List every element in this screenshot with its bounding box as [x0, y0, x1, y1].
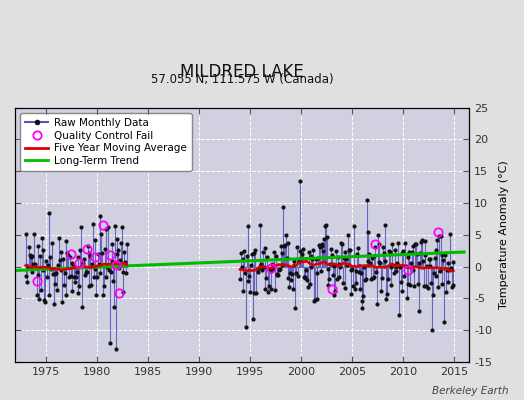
Y-axis label: Temperature Anomaly (°C): Temperature Anomaly (°C): [499, 160, 509, 309]
Text: 57.055 N, 111.575 W (Canada): 57.055 N, 111.575 W (Canada): [151, 73, 333, 86]
Text: Berkeley Earth: Berkeley Earth: [432, 386, 508, 396]
Title: MILDRED LAKE: MILDRED LAKE: [180, 63, 304, 81]
Legend: Raw Monthly Data, Quality Control Fail, Five Year Moving Average, Long-Term Tren: Raw Monthly Data, Quality Control Fail, …: [20, 113, 191, 171]
